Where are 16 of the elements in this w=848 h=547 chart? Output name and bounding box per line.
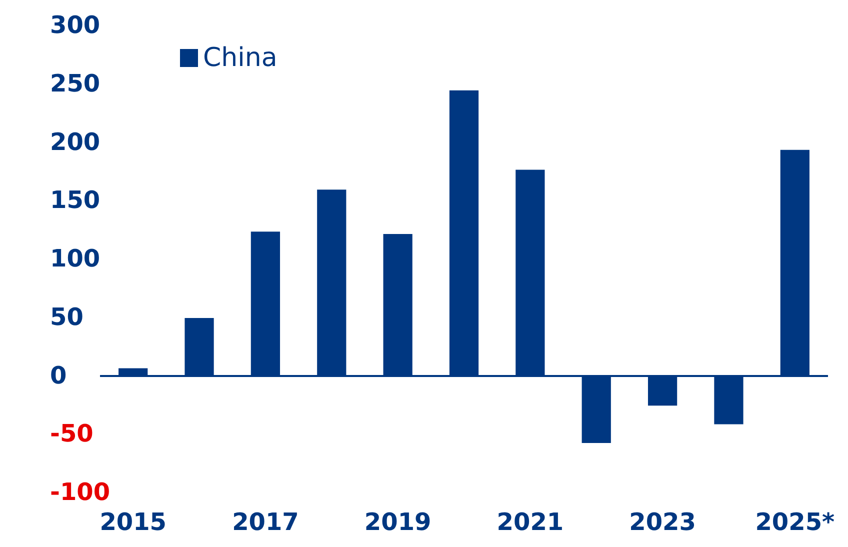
y-tick-label: 250 xyxy=(50,69,100,98)
y-tick-label: 0 xyxy=(50,361,67,390)
y-tick-label: 50 xyxy=(50,302,84,331)
x-tick-label: 2015 xyxy=(100,508,166,536)
x-tick-label: 2019 xyxy=(364,508,432,536)
y-tick-label: -100 xyxy=(50,478,110,506)
y-tick-label: 200 xyxy=(50,128,100,156)
y-tick-label: 150 xyxy=(50,186,100,214)
legend-label: China xyxy=(203,43,278,73)
y-tick-label: 300 xyxy=(50,11,100,39)
y-tick-label: 100 xyxy=(50,244,100,272)
x-tick-label: 2017 xyxy=(232,508,299,536)
x-tick-label: 2023 xyxy=(629,508,696,536)
x-tick-label: 2021 xyxy=(496,508,564,536)
y-tick-label: -50 xyxy=(50,420,94,448)
x-tick-label: 2025* xyxy=(755,508,836,536)
